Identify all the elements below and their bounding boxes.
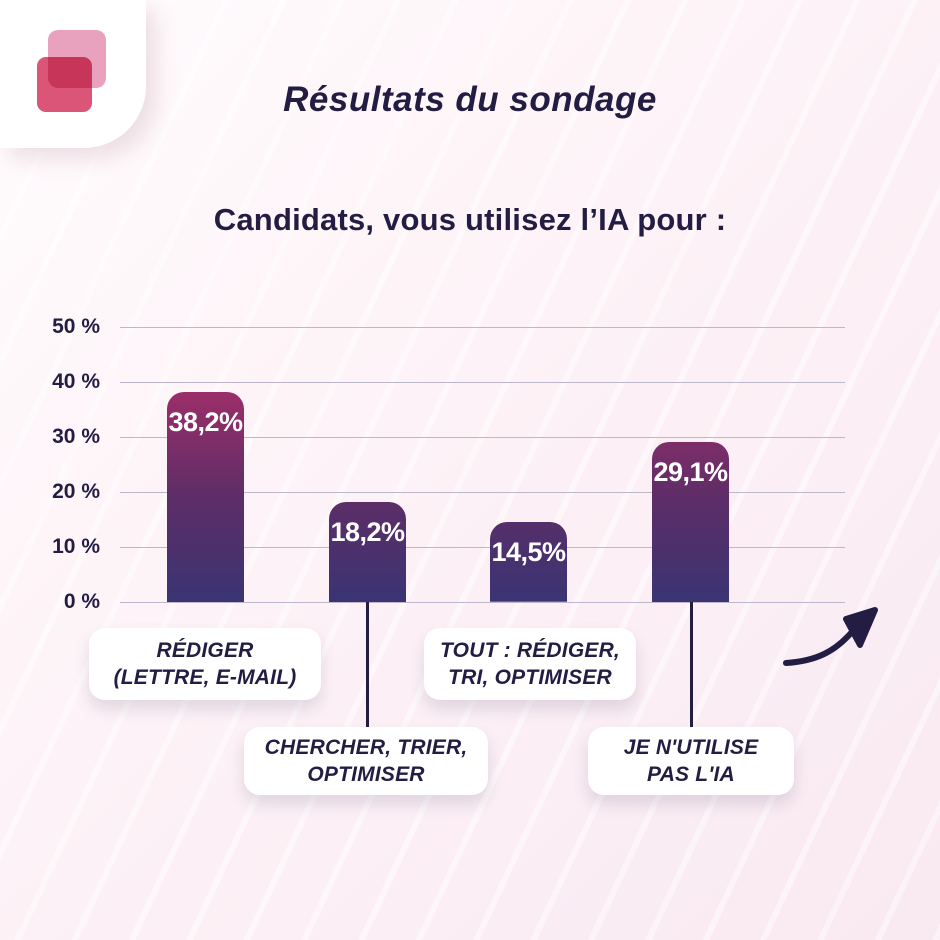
bar-value-label: 38,2% xyxy=(168,406,243,437)
category-label-line: PAS L'IA xyxy=(647,763,735,786)
y-axis-tick-label: 30 % xyxy=(52,425,100,448)
category-label-rediger: RÉDIGER (LETTRE, E-MAIL) xyxy=(89,628,321,700)
category-label-chercher: CHERCHER, TRIER, OPTIMISER xyxy=(244,727,488,795)
gridline-50 xyxy=(120,327,845,328)
category-label-line: CHERCHER, TRIER, xyxy=(264,736,468,759)
y-axis-tick-label: 10 % xyxy=(52,535,100,558)
bar-chercher-trier: 18,2% xyxy=(329,501,406,602)
category-label-line: OPTIMISER xyxy=(307,763,425,786)
page-title: Résultats du sondage xyxy=(283,80,657,119)
gridline-40 xyxy=(120,382,845,383)
connector-line-chercher xyxy=(366,602,369,729)
category-label-line: TOUT : RÉDIGER, xyxy=(440,639,620,662)
category-label-line: TRI, OPTIMISER xyxy=(448,666,612,689)
y-axis-tick-label: 50 % xyxy=(52,315,100,338)
bar-value-label: 18,2% xyxy=(330,516,405,547)
gridline-30 xyxy=(120,437,845,438)
chart-title: Candidats, vous utilisez l’IA pour : xyxy=(213,202,727,237)
bar-value-label: 29,1% xyxy=(653,456,728,487)
bar-tout: 14,5% xyxy=(490,522,567,602)
gridline-10 xyxy=(120,547,845,548)
category-label-je-nutilise: JE N'UTILISE PAS L'IA xyxy=(588,727,794,795)
category-label-line: RÉDIGER xyxy=(156,639,254,662)
bar-value-label: 14,5% xyxy=(491,537,566,568)
category-label-tout: TOUT : RÉDIGER, TRI, OPTIMISER xyxy=(424,628,636,700)
gridline-0-baseline xyxy=(120,602,845,603)
y-axis-tick-label: 0 % xyxy=(63,590,100,613)
category-label-line: JE N'UTILISE xyxy=(623,736,759,759)
logo-square-dark-icon xyxy=(37,57,92,112)
gridline-20 xyxy=(120,492,845,493)
bar-je-nutilise-pas: 29,1% xyxy=(652,441,729,602)
y-axis-tick-label: 20 % xyxy=(52,480,100,503)
y-axis-tick-label: 40 % xyxy=(52,370,100,393)
category-label-line: (LETTRE, E-MAIL) xyxy=(113,666,297,689)
bar-rediger: 38,2% xyxy=(167,391,244,602)
brand-logo-card xyxy=(0,0,146,148)
connector-line-je-nutilise xyxy=(690,602,693,729)
arrow-up-right-icon xyxy=(783,607,878,666)
